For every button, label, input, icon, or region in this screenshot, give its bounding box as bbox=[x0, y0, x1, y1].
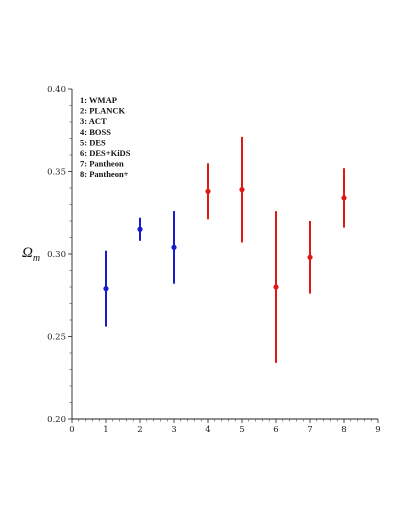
data-point bbox=[239, 187, 245, 193]
legend-entry: 7: Pantheon bbox=[80, 159, 124, 169]
x-tick-label: 7 bbox=[307, 425, 312, 435]
y-tick-label: 0.35 bbox=[47, 168, 66, 178]
data-point bbox=[273, 284, 279, 290]
legend-entry: 2: PLANCK bbox=[80, 106, 125, 116]
y-tick-label: 0.40 bbox=[47, 85, 66, 95]
legend-entry: 4: BOSS bbox=[80, 127, 111, 137]
x-tick-label: 9 bbox=[375, 425, 380, 435]
legend-entry: 8: Pantheon+ bbox=[80, 169, 129, 179]
legend-entry: 5: DES bbox=[80, 137, 106, 147]
x-tick-label: 8 bbox=[341, 425, 346, 435]
data-point bbox=[171, 244, 177, 250]
legend-entry: 1: WMAP bbox=[80, 95, 117, 105]
error-bars bbox=[105, 136, 345, 363]
y-tick-label: 0.20 bbox=[47, 415, 66, 425]
axes bbox=[71, 89, 378, 420]
x-tick-label: 5 bbox=[239, 425, 244, 435]
x-tick-label: 4 bbox=[205, 425, 210, 435]
data-point bbox=[341, 195, 347, 201]
y-tick-label: 0.25 bbox=[47, 333, 66, 343]
y-tick-label: 0.30 bbox=[47, 250, 66, 260]
x-tick-label: 2 bbox=[137, 425, 142, 435]
ticks: 0.20 0.25 0.30 0.35 0.40 0 1 2 3 4 5 6 7 8 9 bbox=[47, 85, 381, 435]
legend-entry: 6: DES+KiDS bbox=[80, 148, 131, 158]
x-tick-label: 3 bbox=[171, 425, 176, 435]
data-points bbox=[103, 187, 347, 292]
x-tick-label: 6 bbox=[273, 425, 278, 435]
data-point bbox=[137, 226, 143, 232]
x-tick-label: 1 bbox=[103, 425, 108, 435]
y-axis-label-subscript: m bbox=[33, 253, 40, 264]
y-axis-label: Ωm bbox=[22, 245, 40, 264]
x-tick-label: 0 bbox=[69, 425, 74, 435]
legend-entry: 3: ACT bbox=[80, 116, 107, 126]
data-point bbox=[103, 286, 109, 292]
y-axis-label-main: Ω bbox=[22, 245, 33, 261]
data-point bbox=[307, 254, 313, 260]
data-point bbox=[205, 188, 211, 194]
